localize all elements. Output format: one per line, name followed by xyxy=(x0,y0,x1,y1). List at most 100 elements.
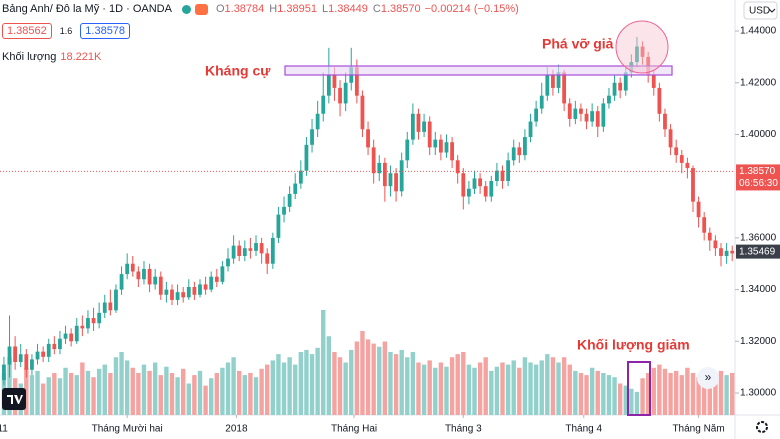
candle-body xyxy=(35,351,40,360)
volume-bar xyxy=(640,378,645,415)
candle-body xyxy=(237,245,242,256)
volume-bar xyxy=(584,375,589,415)
volume-bar xyxy=(696,377,701,415)
candle-body xyxy=(388,173,393,187)
price-countdown: 06:56:30 xyxy=(739,178,778,189)
volume-bar xyxy=(371,343,376,415)
candle-body xyxy=(444,142,449,153)
candle-body xyxy=(343,82,348,104)
candle-body xyxy=(198,284,202,295)
candle-body xyxy=(7,346,12,365)
volume-bar xyxy=(477,362,483,415)
volume-bar xyxy=(225,362,231,415)
volume-bar xyxy=(657,364,662,415)
volume-bar xyxy=(203,385,208,415)
volume-bar xyxy=(724,375,729,415)
candle-body xyxy=(511,147,516,161)
volume-bar xyxy=(332,352,337,415)
candle-body xyxy=(495,170,499,181)
candle-body xyxy=(231,245,236,259)
x-tick-label: 2018 xyxy=(225,424,248,435)
candle-body xyxy=(433,139,438,148)
volume-bar xyxy=(7,357,12,415)
sell-price[interactable]: 1.38562 xyxy=(2,23,52,39)
candle-body xyxy=(30,359,34,370)
candle-body xyxy=(74,325,79,342)
candle-body xyxy=(455,160,460,174)
y-tick-label: 1.40000 xyxy=(740,129,777,140)
buy-price[interactable]: 1.38578 xyxy=(80,23,131,39)
scroll-button[interactable] xyxy=(697,367,719,389)
candle-body xyxy=(248,248,253,251)
volume-bar xyxy=(539,360,544,415)
candle-body xyxy=(466,188,471,197)
candle-body xyxy=(58,338,62,350)
volume-bar xyxy=(354,341,360,415)
candle-body xyxy=(153,276,158,285)
candle-body xyxy=(651,74,656,88)
volume-bar xyxy=(68,373,74,415)
ohlc-value: 1.38951 xyxy=(277,3,317,15)
candle-body xyxy=(584,113,589,122)
resistance-zone xyxy=(284,65,673,76)
volume-bar xyxy=(124,360,130,415)
volume-bar xyxy=(382,341,388,415)
volume-bar xyxy=(186,383,191,415)
price-badge-label: 1.35469 xyxy=(739,246,776,257)
volume-bar xyxy=(40,383,46,415)
volume-bar xyxy=(130,367,135,415)
candle-body xyxy=(707,232,712,241)
volume-bar xyxy=(102,364,107,415)
candle-body xyxy=(517,147,522,156)
candle-body xyxy=(136,271,141,280)
volume-bar xyxy=(455,354,460,415)
x-tick-label: Tháng Mười hai xyxy=(92,424,163,435)
volume-bar xyxy=(231,357,236,415)
candle-body xyxy=(315,113,320,130)
candle-body xyxy=(713,240,718,249)
volume-bar xyxy=(175,377,180,415)
volume-bar xyxy=(74,375,79,415)
x-tick-label: Tháng 4 xyxy=(565,424,602,435)
price-badge-label: 1.38570 xyxy=(739,166,776,177)
logo[interactable] xyxy=(2,388,26,410)
candle-body xyxy=(719,248,723,256)
candle-body xyxy=(91,318,96,324)
volume-bar xyxy=(505,364,511,415)
currency-button[interactable] xyxy=(743,1,778,20)
volume-bar xyxy=(438,362,444,415)
volume-bar xyxy=(343,362,348,415)
ohlc-key: C xyxy=(372,3,381,15)
volume-bar xyxy=(421,364,427,415)
status-dot xyxy=(181,4,191,14)
candle-body xyxy=(69,333,74,342)
volume-bar xyxy=(214,373,220,415)
candle-body xyxy=(534,108,539,122)
candle-body xyxy=(242,248,247,256)
ohlc-key: O xyxy=(215,3,225,15)
legend-row: Bảng Anh/ Đô la Mỹ · 1D · OANDA O1.38784… xyxy=(2,3,519,15)
ohlc-key: L xyxy=(322,3,329,15)
volume-bar xyxy=(377,346,382,415)
candle-body xyxy=(119,274,124,290)
settings-button[interactable] xyxy=(756,421,768,433)
candle-body xyxy=(142,268,146,280)
candle-body xyxy=(80,325,85,329)
volume-bar xyxy=(589,367,595,415)
volume-bar xyxy=(449,357,455,415)
ohlc-item: L1.38449 xyxy=(322,3,368,15)
ohlc-value: 1.38449 xyxy=(328,3,368,15)
logo-mark xyxy=(7,395,23,404)
candle-body xyxy=(410,113,415,140)
candle-body xyxy=(164,289,169,295)
volume-bar xyxy=(690,373,696,415)
volume-bar xyxy=(270,360,276,415)
candle-body xyxy=(545,74,550,96)
volume-bar xyxy=(545,354,550,415)
candle-body xyxy=(679,155,684,163)
candle-body xyxy=(321,95,326,114)
candle-body xyxy=(472,178,477,189)
candle-body xyxy=(192,287,197,295)
volume-bar xyxy=(623,385,628,415)
